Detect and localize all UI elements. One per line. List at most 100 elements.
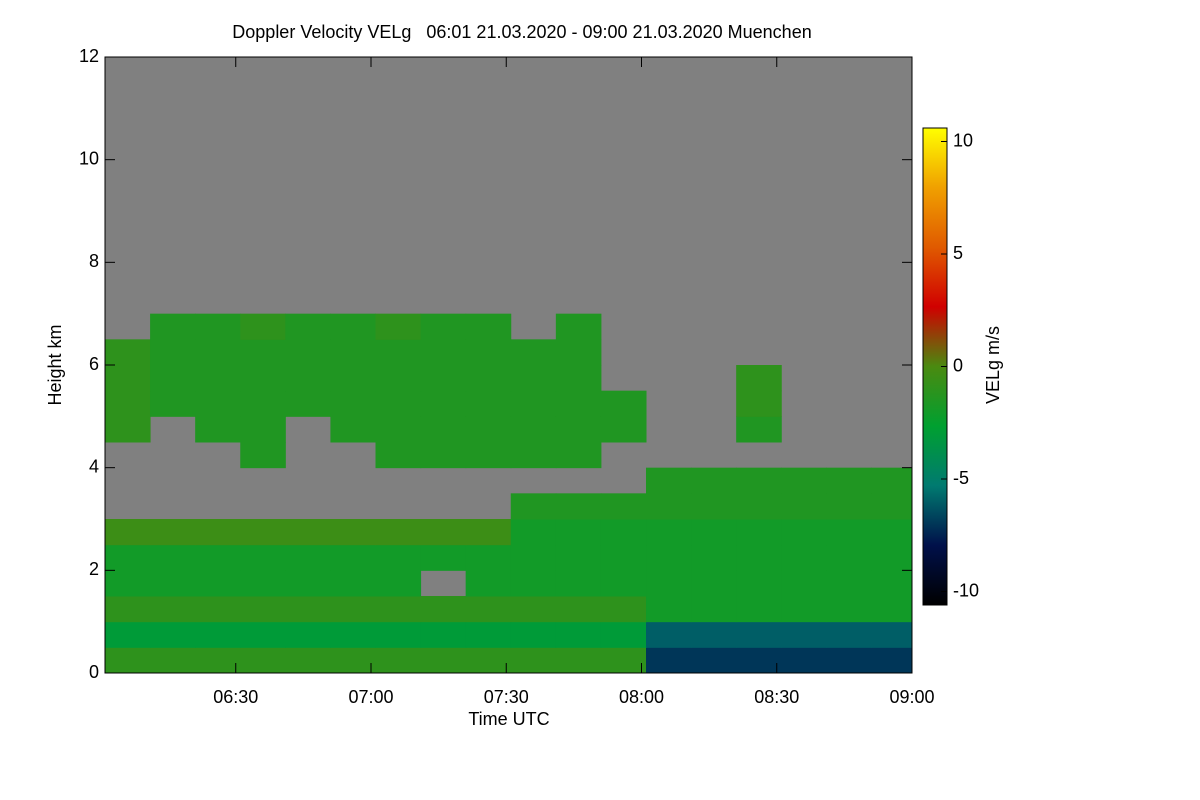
heatmap-cell xyxy=(330,416,377,443)
heatmap-cell xyxy=(555,365,602,392)
colorbar-label: VELg m/s xyxy=(983,326,1003,404)
heatmap-cell xyxy=(465,339,512,366)
heatmap-cell xyxy=(736,544,782,571)
heatmap-cell xyxy=(420,339,467,366)
heatmap-cell xyxy=(510,339,557,366)
heatmap-cell xyxy=(150,570,196,597)
heatmap-cell xyxy=(781,519,827,546)
heatmap-cell xyxy=(150,313,196,340)
heatmap-cell xyxy=(600,519,647,546)
heatmap-cell xyxy=(510,570,557,597)
heatmap-cell xyxy=(826,621,872,648)
heatmap-cell xyxy=(375,621,422,648)
heatmap-cell xyxy=(646,621,692,648)
heatmap-cell xyxy=(555,416,602,443)
heatmap-cell xyxy=(105,621,151,648)
heatmap-cell xyxy=(195,544,241,571)
heatmap-cell xyxy=(375,596,422,623)
heatmap-cell xyxy=(285,390,331,417)
heatmap-cell xyxy=(375,313,422,340)
heatmap-cell xyxy=(105,519,151,546)
heatmap-cell xyxy=(555,647,602,673)
heatmap-cell xyxy=(285,621,331,648)
heatmap-cell xyxy=(420,621,467,648)
heatmap-cell xyxy=(465,544,512,571)
heatmap-cell xyxy=(691,544,737,571)
heatmap-cell xyxy=(781,467,827,494)
heatmap-cell xyxy=(510,596,557,623)
heatmap-cell xyxy=(285,570,331,597)
heatmap-cell xyxy=(285,544,331,571)
heatmap-cell xyxy=(285,339,331,366)
heatmap-cell xyxy=(600,416,647,443)
heatmap-cell xyxy=(555,390,602,417)
colorbar-tick-label: -5 xyxy=(953,468,969,488)
heatmap-cell xyxy=(285,313,331,340)
heatmap-cell xyxy=(420,596,467,623)
heatmap-cell xyxy=(465,442,512,469)
x-tick-label: 07:30 xyxy=(484,687,529,707)
heatmap-cell xyxy=(555,544,602,571)
heatmap-cell xyxy=(195,313,241,340)
heatmap-cell xyxy=(781,621,827,648)
heatmap-cell xyxy=(465,647,512,673)
heatmap-cell xyxy=(826,519,872,546)
heatmap-cell xyxy=(510,647,557,673)
heatmap-cell xyxy=(240,416,286,443)
heatmap-cell xyxy=(240,544,286,571)
colorbar-tick-label: 5 xyxy=(953,243,963,263)
heatmap-cell xyxy=(871,544,912,571)
heatmap-cell xyxy=(465,416,512,443)
heatmap-cell xyxy=(195,570,241,597)
y-tick-label: 2 xyxy=(89,559,99,579)
heatmap-cell xyxy=(600,647,647,673)
heatmap-cell xyxy=(465,313,512,340)
heatmap-cell xyxy=(871,467,912,494)
heatmap-cell xyxy=(555,313,602,340)
heatmap-cell xyxy=(150,596,196,623)
heatmap-cell xyxy=(375,339,422,366)
heatmap-cell xyxy=(781,544,827,571)
heatmap xyxy=(105,57,912,673)
heatmap-cell xyxy=(330,390,377,417)
heatmap-cell xyxy=(375,365,422,392)
y-tick-label: 4 xyxy=(89,456,99,476)
heatmap-cell xyxy=(240,647,286,673)
heatmap-cell xyxy=(736,570,782,597)
heatmap-cell xyxy=(600,493,647,520)
heatmap-cell xyxy=(736,365,782,392)
heatmap-cell xyxy=(285,365,331,392)
heatmap-cell xyxy=(420,544,467,571)
chart-title: Doppler Velocity VELg 06:01 21.03.2020 -… xyxy=(232,22,811,42)
heatmap-cell xyxy=(646,596,692,623)
heatmap-cell xyxy=(240,390,286,417)
heatmap-cell xyxy=(330,365,377,392)
heatmap-cell xyxy=(375,647,422,673)
heatmap-cell xyxy=(736,493,782,520)
heatmap-cell xyxy=(330,647,377,673)
heatmap-cell xyxy=(691,621,737,648)
heatmap-cell xyxy=(375,519,422,546)
y-tick-label: 10 xyxy=(79,148,99,168)
heatmap-cell xyxy=(285,519,331,546)
heatmap-cell xyxy=(871,493,912,520)
heatmap-cell xyxy=(510,493,557,520)
heatmap-cell xyxy=(240,596,286,623)
heatmap-cell xyxy=(781,647,827,673)
heatmap-cell xyxy=(646,519,692,546)
heatmap-cell xyxy=(150,544,196,571)
heatmap-cell xyxy=(826,493,872,520)
heatmap-cell xyxy=(555,519,602,546)
heatmap-cell xyxy=(555,570,602,597)
heatmap-cell xyxy=(195,365,241,392)
x-axis-label: Time UTC xyxy=(468,709,549,729)
heatmap-cell xyxy=(736,621,782,648)
heatmap-cell xyxy=(510,416,557,443)
heatmap-cell xyxy=(736,416,782,443)
heatmap-cell xyxy=(240,365,286,392)
heatmap-cell xyxy=(330,519,377,546)
heatmap-cell xyxy=(871,570,912,597)
heatmap-cell xyxy=(555,493,602,520)
heatmap-cell xyxy=(826,467,872,494)
heatmap-cell xyxy=(600,596,647,623)
